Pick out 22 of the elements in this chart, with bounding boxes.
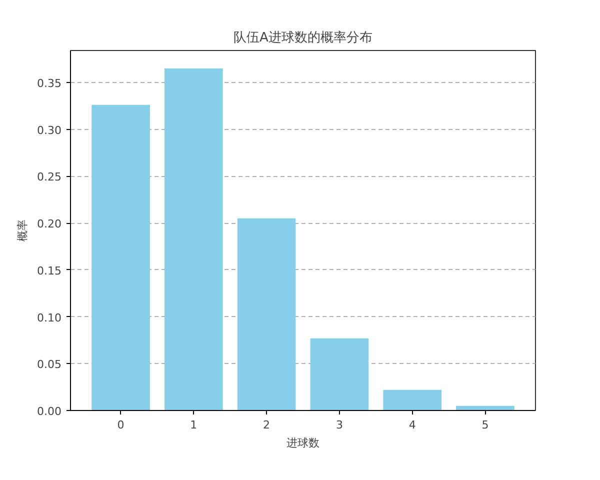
y-tick-label: 0.10 xyxy=(37,311,62,324)
y-tick-label: 0.20 xyxy=(37,218,62,230)
bar xyxy=(92,104,150,410)
chart-title: 队伍A进球数的概率分布 xyxy=(234,30,372,46)
y-tick-label: 0.35 xyxy=(37,76,62,90)
bar xyxy=(164,68,223,410)
x-tick-label: 3 xyxy=(336,418,343,432)
y-tick-label: 0.30 xyxy=(37,124,62,137)
x-axis-title: 进球数 xyxy=(286,436,320,450)
bar xyxy=(383,390,442,410)
y-tick-label: 0.15 xyxy=(37,264,62,278)
bar xyxy=(310,338,369,410)
y-tick-label: 0.00 xyxy=(37,405,62,418)
x-tick-label: 5 xyxy=(482,418,489,432)
x-tick-label: 0 xyxy=(117,418,124,432)
bar xyxy=(237,218,296,410)
y-axis-title: 概率 xyxy=(16,220,30,242)
x-tick-label: 1 xyxy=(190,418,198,432)
x-tick-label: 2 xyxy=(263,418,270,432)
y-tick-label: 0.05 xyxy=(37,358,62,372)
x-tick-label: 4 xyxy=(408,418,416,432)
y-tick-label: 0.25 xyxy=(37,170,62,184)
